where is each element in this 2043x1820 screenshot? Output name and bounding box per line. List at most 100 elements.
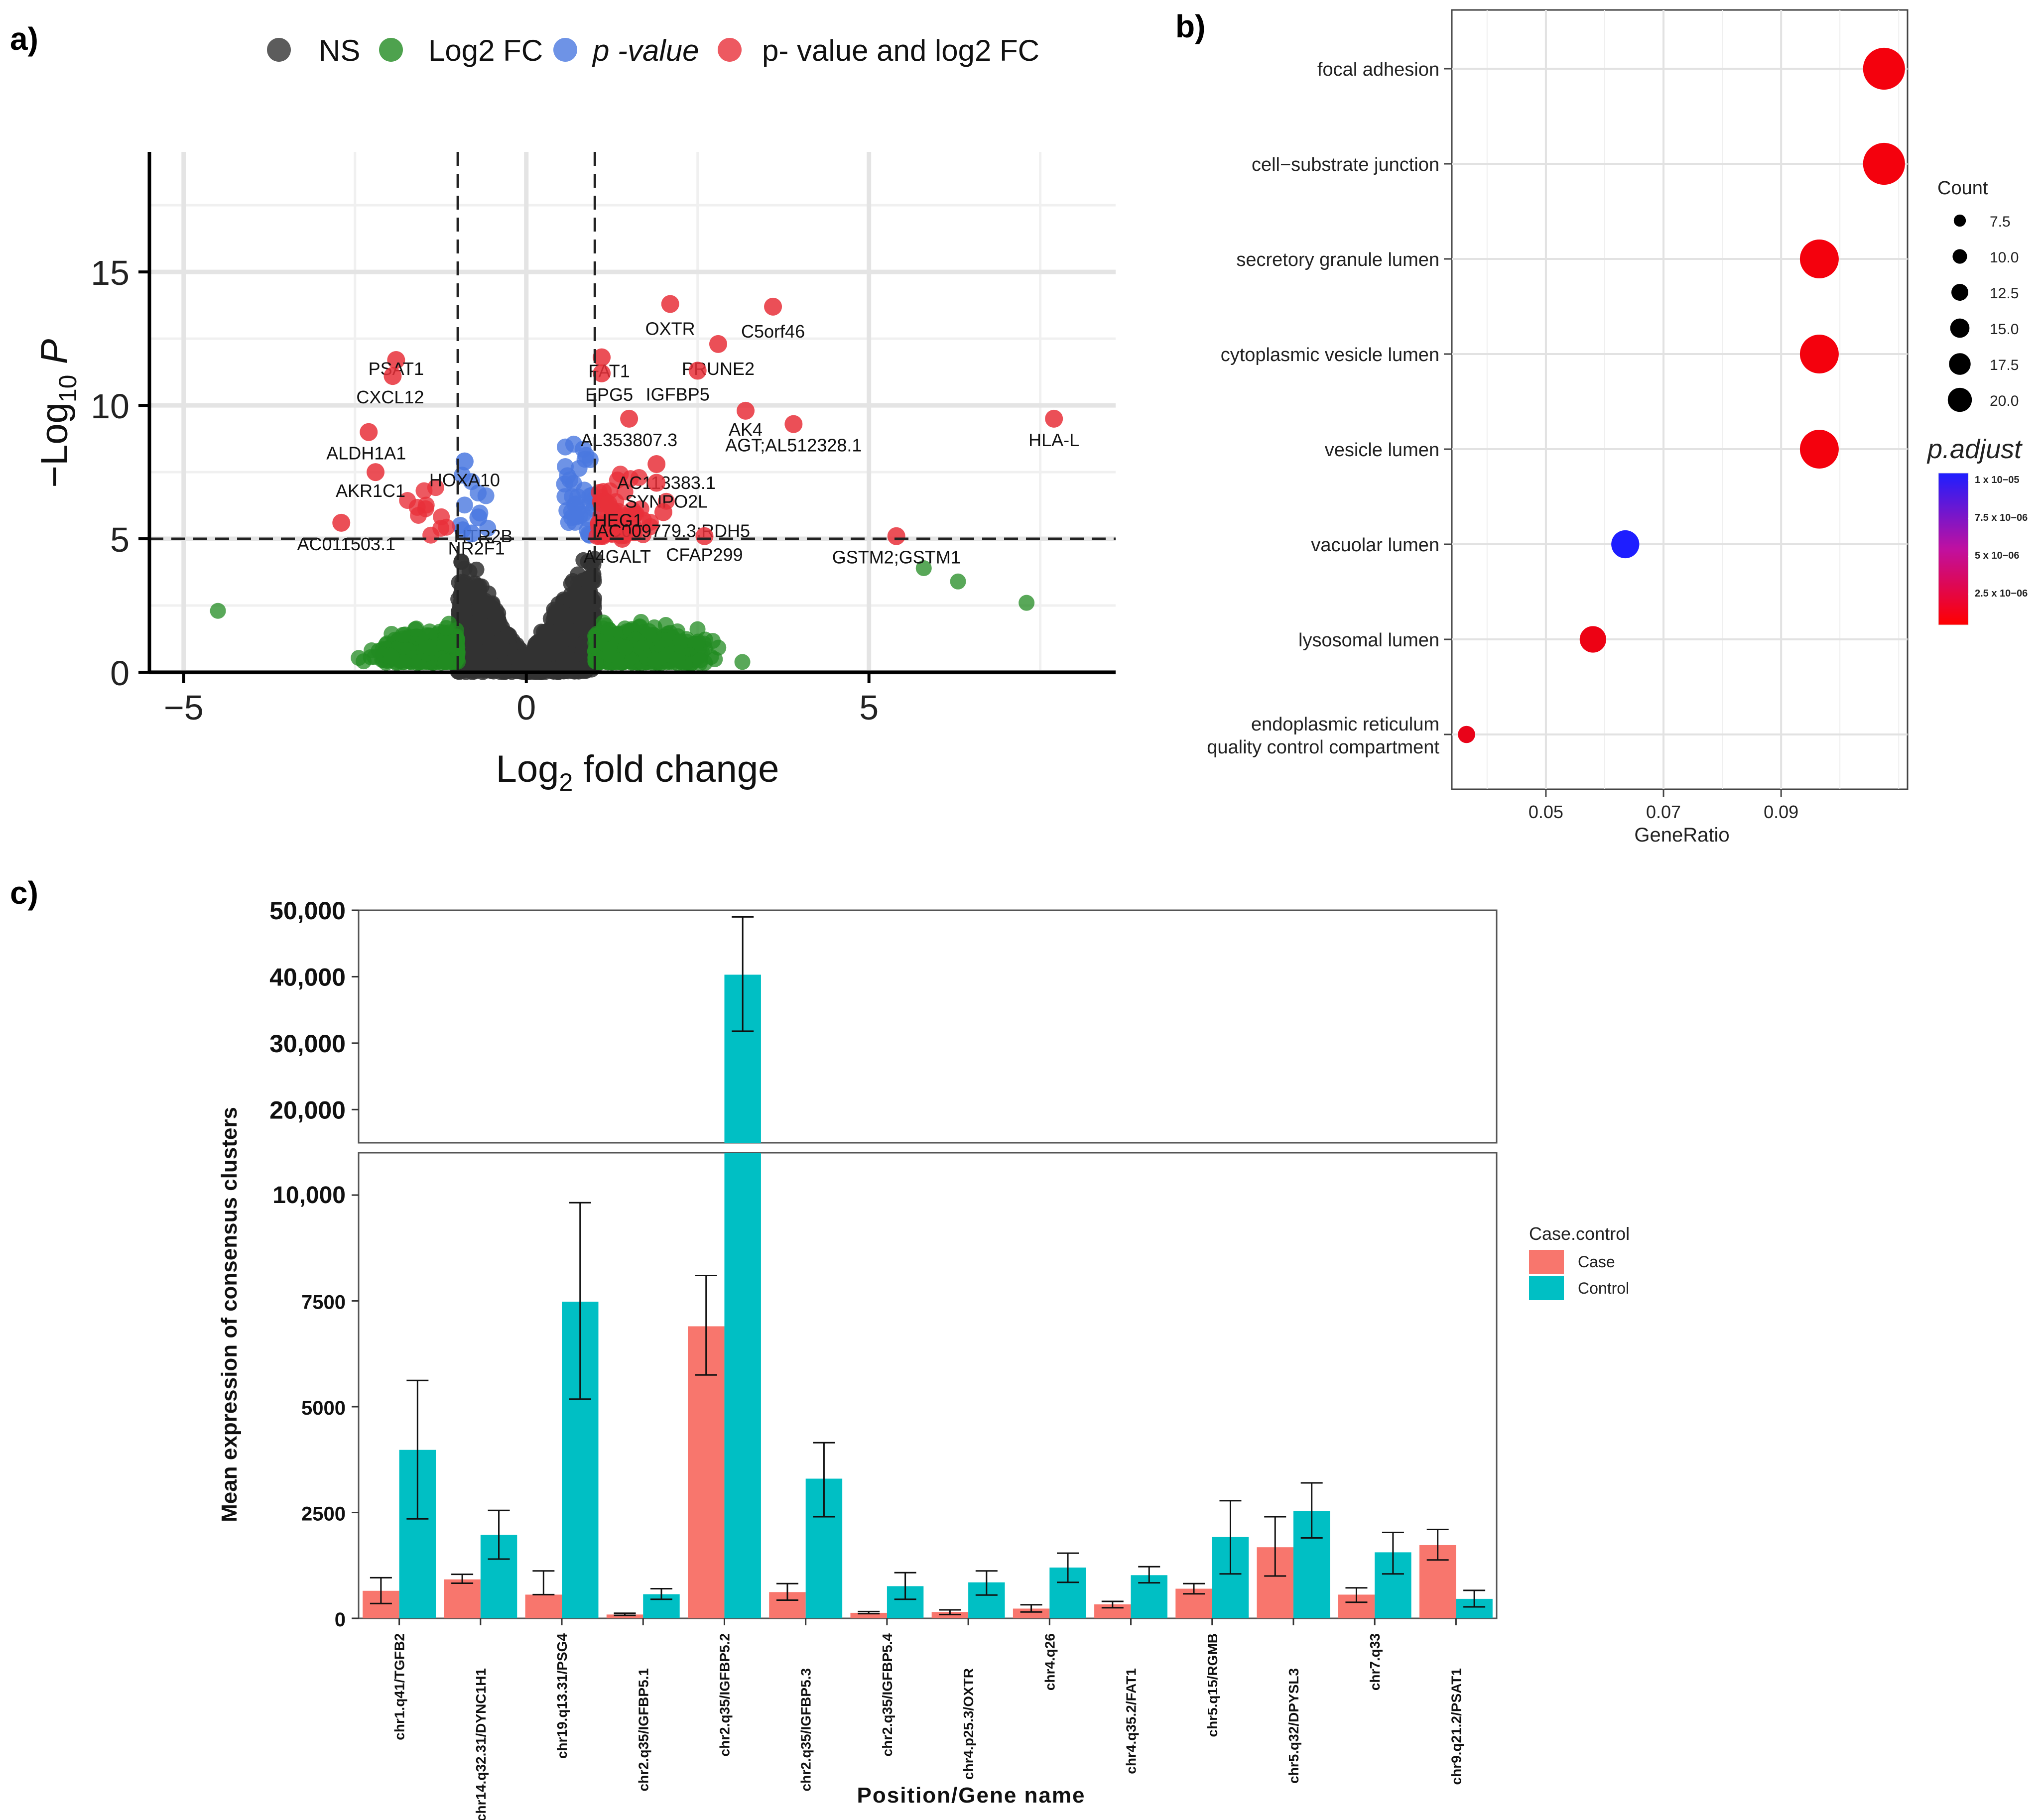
- point-label: AC113383.1: [617, 473, 716, 493]
- y-tick-label-lower: 0: [335, 1609, 346, 1631]
- panel-c-barchart: c) 0 2500 5000 7500 10,000 20,000 30,000 40,000…: [10, 875, 1630, 1820]
- point-label: HEG1: [594, 510, 643, 530]
- log2fc-point: [657, 617, 674, 633]
- labeled-point: [387, 351, 405, 369]
- legend-c-title: Case.control: [1529, 1223, 1630, 1244]
- log2fc-point: [421, 639, 437, 656]
- labeled-point: [784, 415, 803, 433]
- pvalue-point: [556, 476, 573, 493]
- ns-point: [496, 655, 512, 671]
- point-label: C5orf46: [741, 321, 805, 342]
- labeled-point: [332, 513, 351, 532]
- panel-b-padjust-legend: p.adjust 1 x 10−05 7.5 x 10−06 5 x 10−06 2.…: [1926, 434, 2028, 625]
- x-tick-label: chr2.q35/IGFBP5.2: [717, 1633, 732, 1756]
- panel-c-plot: 0 2500 5000 7500 10,000 20,000 30,000 40,000 50,…: [269, 897, 1498, 1820]
- point-label: AGT;AL512328.1: [725, 435, 862, 456]
- x-tick-label: 0.09: [1764, 802, 1798, 822]
- labeled-point: [599, 495, 618, 513]
- panel-b-dotplot: b) focal adhesion cell−substrate junction…: [1175, 8, 2028, 846]
- upper-panel-frame: [358, 909, 1498, 1144]
- point-label: ALDH1A1: [326, 443, 406, 464]
- point-label: AK4: [729, 419, 763, 440]
- x-tick-label: chr2.q35/IGFBP5.4: [880, 1633, 895, 1757]
- panel-b-count-legend: Count 7.5 10.0 12.5 15.0 17.5 20.0: [1937, 178, 2019, 412]
- go-term-dot: [1799, 430, 1839, 469]
- count-legend-dot: [1947, 387, 1972, 412]
- log2fc-point: [364, 642, 380, 659]
- log2fc-point: [351, 650, 367, 666]
- log2fc-point: [950, 573, 966, 590]
- padjust-legend-label: 7.5 x 10−06: [1975, 512, 2028, 523]
- y-tick-label-lower: 2500: [301, 1503, 346, 1525]
- legend-pvalue-marker: [553, 38, 577, 62]
- labeled-point: [737, 401, 755, 420]
- go-term-dot: [1799, 335, 1839, 373]
- panel-b-axes: focal adhesion cell−substrate junction sec…: [1207, 59, 1798, 822]
- point-label: GSTM2;GSTM1: [832, 547, 961, 568]
- go-term-label: quality control compartment: [1207, 737, 1439, 758]
- labeled-point: [647, 455, 666, 473]
- x-tick-label: 5: [859, 688, 879, 727]
- significant-point: [427, 479, 444, 496]
- labeled-point: [469, 508, 488, 527]
- labeled-point: [455, 452, 474, 471]
- control-bar: [724, 1153, 761, 1618]
- labeled-point: [383, 367, 402, 385]
- log2fc-point: [591, 633, 607, 650]
- go-term-dot: [1579, 626, 1606, 653]
- log2fc-point: [734, 654, 751, 670]
- pvalue-point: [477, 487, 495, 504]
- x-tick-label: chr4.q26: [1042, 1633, 1057, 1691]
- count-legend-label: 12.5: [1990, 285, 2019, 302]
- count-legend-title: Count: [1937, 178, 1988, 199]
- log2fc-point: [438, 620, 454, 636]
- labeled-point: [593, 348, 611, 366]
- significant-point: [422, 526, 440, 544]
- count-legend-label: 17.5: [1990, 357, 2019, 373]
- legend-both-marker: [718, 38, 742, 62]
- point-label: HOXA10: [429, 470, 500, 490]
- y-tick-label: 10: [91, 387, 129, 426]
- go-term-dot: [1799, 240, 1839, 278]
- labeled-point: [367, 463, 385, 482]
- y-tick-label-upper: 30,000: [269, 1030, 346, 1058]
- ns-point: [535, 655, 551, 672]
- x-tick-label: chr2.q35/IGFBP5.1: [636, 1668, 651, 1791]
- case-bar: [525, 1594, 562, 1618]
- ns-point: [474, 644, 490, 661]
- significant-point: [626, 505, 643, 523]
- panel-a-labeled-points: OXTRC5orf46PRUNE2FAT1EPG5IGFBP5PSAT1CXCL…: [297, 295, 1079, 568]
- count-legend-dot: [1950, 318, 1970, 338]
- log2fc-point: [383, 625, 400, 642]
- point-label: CFAP299: [666, 545, 743, 565]
- case-bar: [606, 1614, 643, 1618]
- log2fc-point: [690, 633, 706, 650]
- svg-text:−Log10 P: −Log10 P: [33, 339, 82, 487]
- legend-control-swatch: [1529, 1276, 1564, 1300]
- padjust-colorbar: [1938, 473, 1969, 625]
- panel-a-axes: −5 0 5 0 5 10 15: [91, 152, 1116, 727]
- x-tick-label: chr14.q32.31/DYNC1H1: [473, 1668, 489, 1820]
- count-legend-label: 10.0: [1990, 249, 2019, 266]
- log2fc-point: [641, 623, 657, 639]
- padjust-legend-title: p.adjust: [1926, 434, 2023, 464]
- legend-log2fc-marker: [379, 38, 403, 62]
- x-tick-label: 0.07: [1646, 802, 1681, 822]
- y-tick-label-lower: 5000: [301, 1397, 346, 1419]
- x-tick-label: chr9.q21.2/PSAT1: [1448, 1668, 1464, 1785]
- y-tick-label-upper: 40,000: [269, 963, 346, 991]
- y-tick-label: 15: [91, 253, 129, 292]
- go-term-label: vacuolar lumen: [1311, 535, 1439, 556]
- log2fc-point: [692, 652, 708, 668]
- significant-point: [438, 518, 455, 536]
- panel-b-label: b): [1175, 8, 1205, 44]
- point-label: EPG5: [585, 384, 633, 405]
- log2fc-point: [647, 651, 663, 668]
- lower-panel-frame: [358, 1152, 1498, 1619]
- x-tick-label: chr5.q32/DPYSL3: [1286, 1668, 1301, 1784]
- labeled-point: [695, 527, 714, 545]
- ns-point: [485, 638, 502, 654]
- count-legend-label: 7.5: [1990, 214, 2011, 230]
- y-tick-label-upper: 20,000: [269, 1096, 346, 1124]
- go-term-dot: [1863, 142, 1905, 185]
